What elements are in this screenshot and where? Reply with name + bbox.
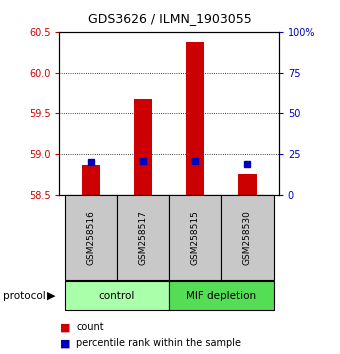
Text: ■: ■ [59,322,70,332]
Text: GSM258517: GSM258517 [138,210,148,265]
Bar [117,195,169,280]
Bar [82,165,100,195]
Text: GSM258530: GSM258530 [243,210,252,265]
Text: percentile rank within the sample: percentile rank within the sample [76,338,241,348]
Text: protocol: protocol [3,291,46,301]
Bar [169,195,221,280]
Bar [238,174,257,195]
Text: MIF depletion: MIF depletion [186,291,256,301]
Bar [169,281,274,310]
Text: GSM258515: GSM258515 [191,210,200,265]
Text: GDS3626 / ILMN_1903055: GDS3626 / ILMN_1903055 [88,12,252,25]
Bar [65,195,117,280]
Bar [134,99,152,195]
Text: ▶: ▶ [47,291,55,301]
Text: ■: ■ [59,338,70,348]
Bar [186,42,204,195]
Bar [65,281,169,310]
Bar [221,195,274,280]
Text: GSM258516: GSM258516 [86,210,95,265]
Text: control: control [99,291,135,301]
Text: count: count [76,322,104,332]
